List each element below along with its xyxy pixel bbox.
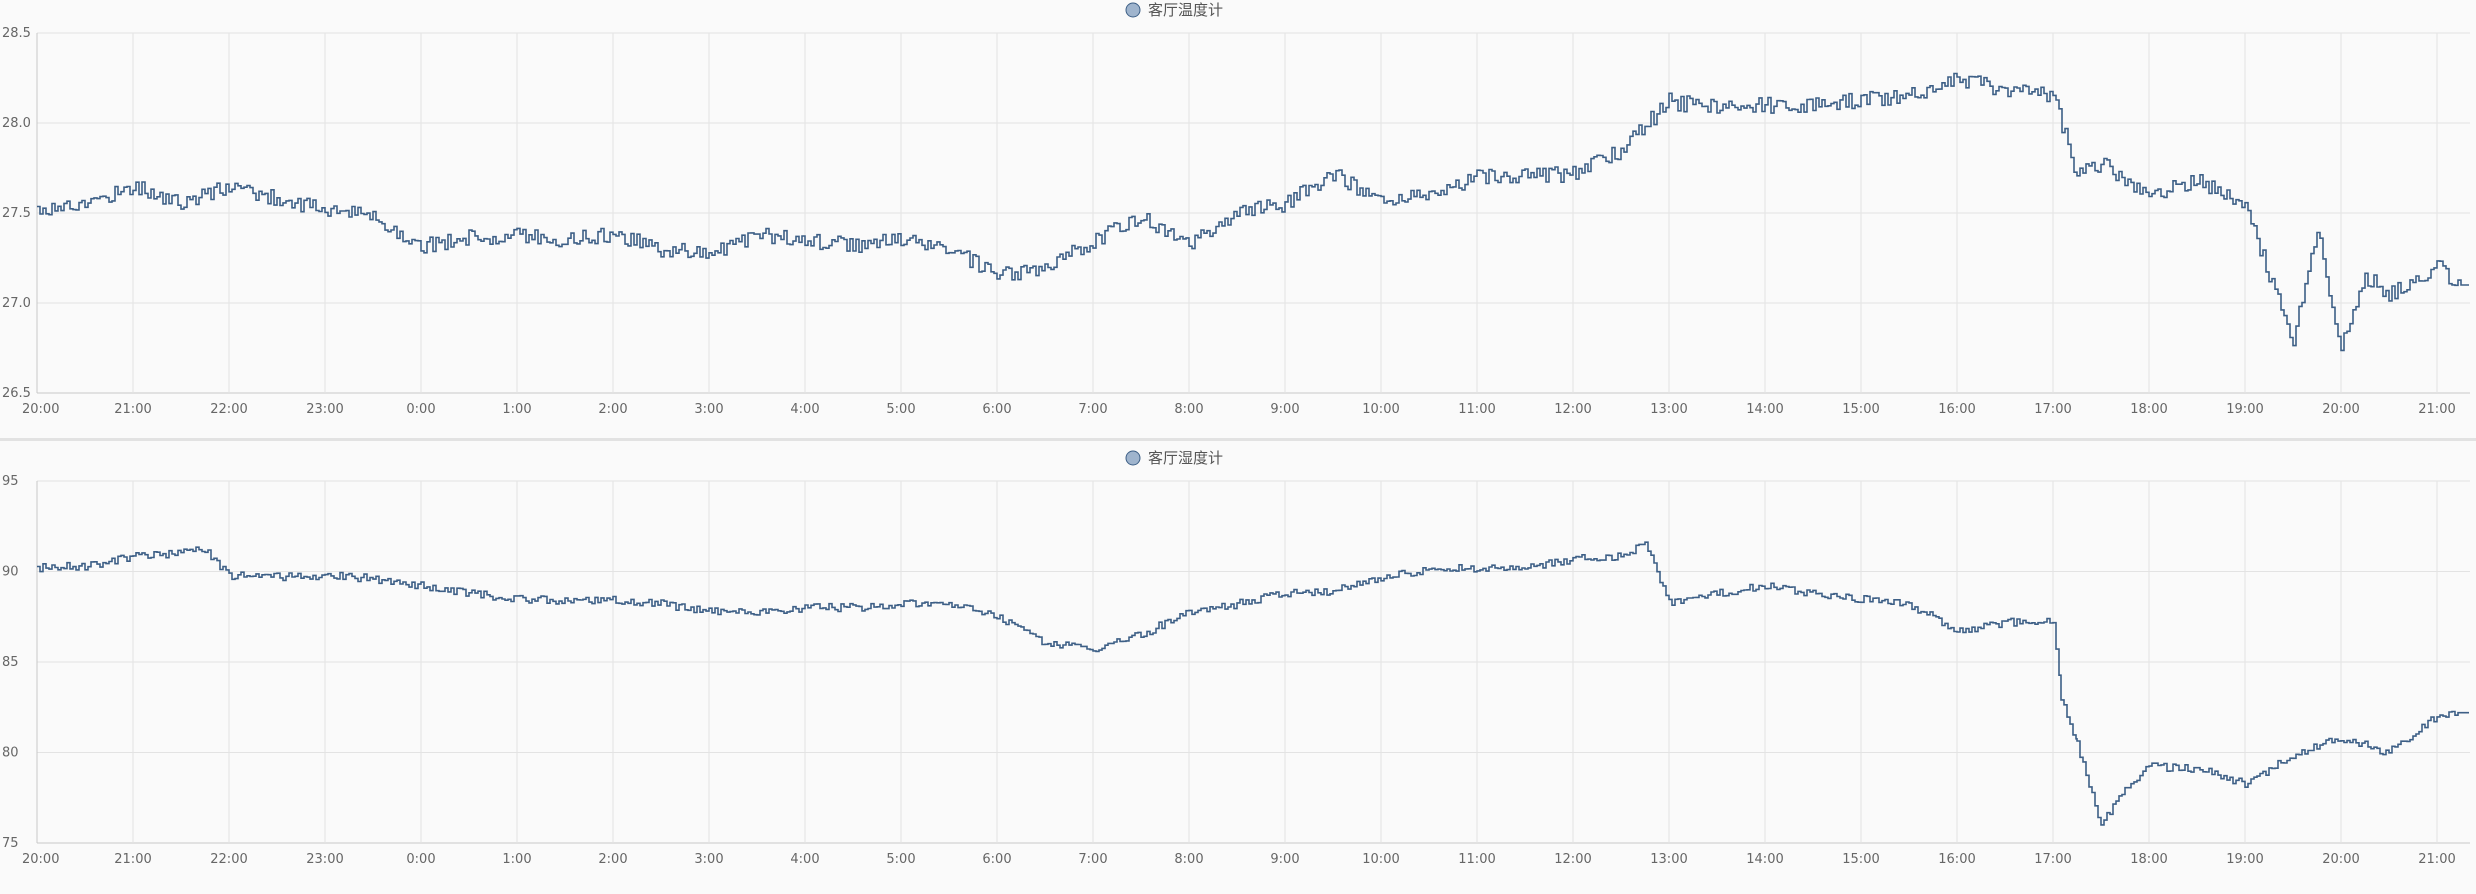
- x-tick-label: 6:00: [982, 852, 1011, 867]
- x-tick-label: 1:00: [502, 852, 531, 867]
- x-tick-label: 7:00: [1078, 852, 1107, 867]
- x-tick-label: 3:00: [694, 402, 723, 417]
- x-tick-label: 19:00: [2226, 852, 2263, 867]
- x-tick-label: 5:00: [886, 402, 915, 417]
- x-tick-label: 21:00: [114, 402, 151, 417]
- y-tick-label: 95: [2, 474, 19, 489]
- x-tick-label: 20:00: [2322, 852, 2359, 867]
- humidity-y-axis: 95 90 85 80 75: [2, 474, 19, 851]
- humidity-grid: [36, 480, 2470, 844]
- x-tick-label: 9:00: [1270, 402, 1299, 417]
- x-tick-label: 0:00: [406, 852, 435, 867]
- x-tick-label: 10:00: [1362, 402, 1399, 417]
- x-tick-label: 10:00: [1362, 852, 1399, 867]
- x-tick-label: 21:00: [2418, 852, 2455, 867]
- x-tick-label: 14:00: [1746, 852, 1783, 867]
- x-tick-label: 8:00: [1174, 852, 1203, 867]
- humidity-chart: 客厅湿度计 95 90 85 80 75 20:00 21:00 22:00 23:00 0:0…: [2, 449, 2470, 867]
- temperature-series-line[interactable]: [37, 72, 2469, 352]
- x-tick-label: 18:00: [2130, 852, 2167, 867]
- x-tick-label: 13:00: [1650, 852, 1687, 867]
- x-tick-label: 2:00: [598, 852, 627, 867]
- humidity-legend-dot[interactable]: [1125, 450, 1141, 466]
- y-tick-label: 27.0: [2, 296, 31, 311]
- x-tick-label: 17:00: [2034, 402, 2071, 417]
- x-tick-label: 1:00: [502, 402, 531, 417]
- humidity-legend[interactable]: 客厅湿度计: [1125, 449, 1223, 467]
- x-tick-label: 22:00: [210, 852, 247, 867]
- x-tick-label: 6:00: [982, 402, 1011, 417]
- y-tick-label: 85: [2, 655, 19, 670]
- x-tick-label: 9:00: [1270, 852, 1299, 867]
- humidity-x-axis: 20:00 21:00 22:00 23:00 0:00 1:00 2:00 3:00 4:00…: [22, 852, 2456, 867]
- x-tick-label: 23:00: [306, 402, 343, 417]
- x-tick-label: 15:00: [1842, 402, 1879, 417]
- y-tick-label: 26.5: [2, 386, 31, 401]
- x-tick-label: 20:00: [22, 852, 59, 867]
- humidity-chart-panel: 客厅湿度计 95 90 85 80 75 20:00 21:00 22:00 23:00 0:0…: [0, 446, 2476, 894]
- temperature-legend[interactable]: 客厅温度计: [1125, 1, 1223, 19]
- x-tick-label: 11:00: [1458, 402, 1495, 417]
- humidity-series-line[interactable]: [37, 541, 2469, 826]
- x-tick-label: 19:00: [2226, 402, 2263, 417]
- y-tick-label: 27.5: [2, 206, 31, 221]
- x-tick-label: 0:00: [406, 402, 435, 417]
- x-tick-label: 8:00: [1174, 402, 1203, 417]
- x-tick-label: 12:00: [1554, 852, 1591, 867]
- temperature-x-axis: 20:00 21:00 22:00 23:00 0:00 1:00 2:00 3:00 4:00…: [22, 402, 2456, 417]
- x-tick-label: 7:00: [1078, 402, 1107, 417]
- x-tick-label: 11:00: [1458, 852, 1495, 867]
- x-tick-label: 5:00: [886, 852, 915, 867]
- x-tick-label: 12:00: [1554, 402, 1591, 417]
- y-tick-label: 75: [2, 836, 19, 851]
- x-tick-label: 20:00: [2322, 402, 2359, 417]
- x-tick-label: 15:00: [1842, 852, 1879, 867]
- x-tick-label: 18:00: [2130, 402, 2167, 417]
- x-tick-label: 4:00: [790, 852, 819, 867]
- x-tick-label: 20:00: [22, 402, 59, 417]
- x-tick-label: 22:00: [210, 402, 247, 417]
- x-tick-label: 2:00: [598, 402, 627, 417]
- x-tick-label: 13:00: [1650, 402, 1687, 417]
- y-tick-label: 90: [2, 565, 19, 580]
- y-tick-label: 80: [2, 746, 19, 761]
- x-tick-label: 3:00: [694, 852, 723, 867]
- temperature-y-axis: 28.5 28.0 27.5 27.0 26.5: [2, 26, 31, 401]
- x-tick-label: 4:00: [790, 402, 819, 417]
- x-tick-label: 21:00: [114, 852, 151, 867]
- x-tick-label: 17:00: [2034, 852, 2071, 867]
- x-tick-label: 16:00: [1938, 852, 1975, 867]
- x-tick-label: 14:00: [1746, 402, 1783, 417]
- temperature-legend-label[interactable]: 客厅温度计: [1148, 1, 1223, 19]
- y-tick-label: 28.0: [2, 116, 31, 131]
- temperature-chart: 客厅温度计 28.5 28.0 27.5 27.0 26.5 20:00 21:00 22:…: [2, 1, 2470, 417]
- temperature-legend-dot[interactable]: [1125, 2, 1141, 18]
- temperature-grid: [36, 32, 2470, 394]
- panel-divider: [0, 438, 2476, 441]
- x-tick-label: 16:00: [1938, 402, 1975, 417]
- y-tick-label: 28.5: [2, 26, 31, 41]
- temperature-chart-panel: 客厅温度计 28.5 28.0 27.5 27.0 26.5 20:00 21:00 22:…: [0, 0, 2476, 438]
- x-tick-label: 21:00: [2418, 402, 2455, 417]
- humidity-legend-label[interactable]: 客厅湿度计: [1148, 449, 1223, 467]
- x-tick-label: 23:00: [306, 852, 343, 867]
